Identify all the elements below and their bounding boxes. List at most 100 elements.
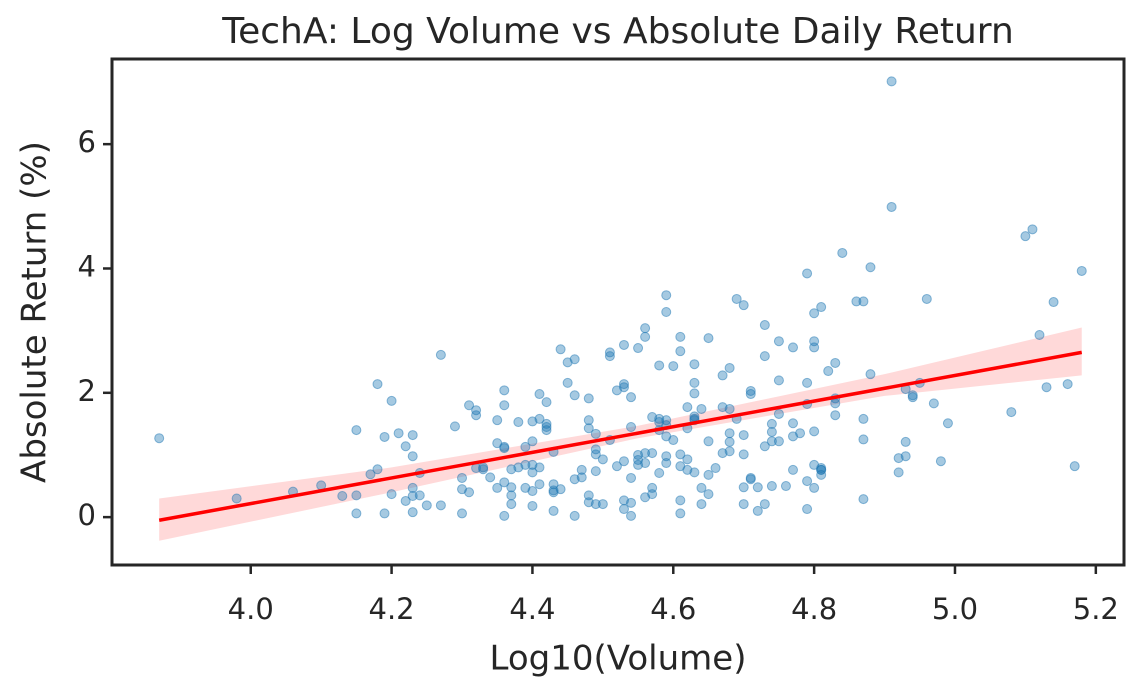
scatter-point [724,403,735,414]
scatter-point [626,392,637,403]
scatter-point [618,379,629,390]
scatter-point [393,428,404,439]
scatter-point [647,482,658,493]
scatter-point [816,469,827,480]
scatter-point [661,290,672,301]
scatter-point [604,347,615,358]
scatter-point [365,469,376,480]
scatter-point [485,472,496,483]
scatter-point [351,490,362,501]
scatter-point [618,456,629,467]
scatter-point [569,390,580,401]
scatter-point [809,342,820,353]
scatter-point [886,201,897,212]
scatter-point [738,300,749,311]
scatter-point [541,418,552,429]
scatter-point [703,333,714,344]
scatter-point [738,499,749,510]
scatter-point [788,342,799,353]
scatter-point [499,443,510,454]
scatter-point [407,430,418,441]
scatter-point [773,336,784,347]
scatter-point [654,468,665,478]
x-tick-label: 5.0 [932,592,978,626]
scatter-point [858,434,869,445]
scatter-point [626,472,637,483]
scatter-point [492,415,503,426]
scatter-point [527,486,538,497]
scatter-point [668,435,679,446]
scatter-point [407,482,418,493]
scatter-point [928,398,939,409]
scatter-point [830,357,841,368]
scatter-point [351,508,362,519]
plot-frame [110,57,1126,567]
scatter-point [773,408,784,419]
scatter-point [675,331,686,342]
scatter-point [379,431,390,442]
scatter-point [534,389,545,400]
scatter-point [555,484,566,495]
scatter-point [534,462,545,473]
scatter-point [583,393,594,404]
scatter-point [372,464,383,475]
scatter-point [548,505,559,516]
scatter-point [435,349,446,360]
scatter-point [675,346,686,357]
confidence-band [159,327,1082,541]
scatter-point [351,425,362,436]
scatter-point [562,377,573,388]
scatter-point [816,302,827,313]
scatter-point [942,418,953,429]
scatter-point [604,351,615,362]
scatter-point [435,500,446,511]
scatter-point [527,436,538,447]
scatter-point [661,307,672,317]
scatter-point [464,400,475,411]
scatter-point [478,462,489,473]
scatter-point [1076,265,1087,276]
scatter-point [780,481,791,492]
scatter-point [499,510,510,521]
scatter-point [661,458,672,469]
scatter-point [802,268,813,279]
scatter-point [590,466,601,477]
scatter-point [802,377,813,388]
scatter-point [464,487,475,498]
scatter-point [527,500,538,511]
scatter-point [907,392,918,403]
scatter-point [541,422,552,432]
scatter-point [900,436,911,447]
scatter-point [626,497,637,508]
scatter-point [788,464,799,475]
scatter-point [583,423,594,434]
scatter-point [337,491,348,501]
scatter-point [689,411,700,422]
scatter-point [788,418,799,429]
scatter-point [893,467,904,478]
scatter-point [569,354,580,365]
scatter-point [745,472,756,483]
scatter-point [759,441,770,452]
scatter-point [597,499,608,510]
scatter-point [682,402,693,413]
scatter-point [1027,224,1038,235]
scatter-point [858,296,869,307]
scatter-point [745,385,756,396]
scatter-point [689,359,700,370]
scatter-point [759,351,770,362]
scatter-point [865,369,876,380]
scatter-point [830,398,841,409]
scatter-point [703,469,714,480]
scatter-point [752,482,763,493]
scatter-point [675,449,686,460]
y-tick-label: 0 [78,498,96,532]
y-tick-label: 2 [78,374,96,408]
scatter-point [717,370,728,381]
scatter-point [386,395,397,406]
scatter-point [513,417,524,428]
scatter-point [689,377,700,388]
scatter-point [541,397,552,408]
scatter-point [675,508,686,519]
